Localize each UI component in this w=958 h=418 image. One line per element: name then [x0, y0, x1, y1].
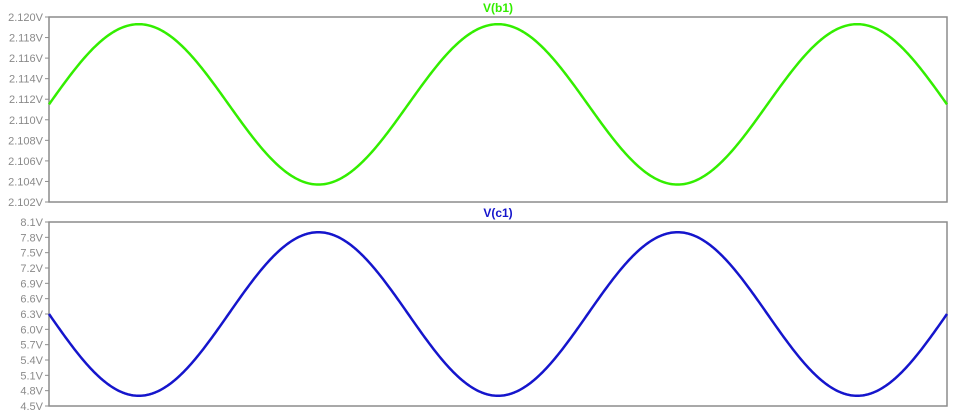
y-tick-label: 2.110V [9, 115, 44, 127]
trace-vb1[interactable] [49, 24, 947, 184]
y-tick-label: 4.8V [20, 386, 43, 398]
y-tick-label: 4.5V [20, 401, 43, 413]
y-tick-label: 7.2V [20, 263, 43, 275]
y-tick-label: 8.1V [20, 217, 43, 229]
y-axis-vc1: 8.1V 7.8V 7.5V 7.2V 6.9V 6.6V 6.3V 6.0V 5.7V 5.4V… [20, 217, 49, 413]
y-tick-label: 6.3V [20, 309, 43, 321]
y-tick-label: 2.120V [8, 12, 44, 24]
plot-frame-vc1 [49, 222, 947, 406]
plot-frame-vb1 [49, 17, 947, 202]
y-axis-vb1: 2.120V 2.118V 2.116V 2.114V 2.112V 2.110V 2.10… [8, 12, 49, 209]
plot-pane-vb1: V(b1) 2.120V 2.118V 2.116V 2.114V 2.112V 2.11… [8, 1, 947, 209]
y-tick-label: 2.108V [8, 135, 44, 147]
y-tick-label: 2.102V [8, 197, 44, 209]
y-tick-label: 5.7V [20, 340, 43, 352]
y-tick-label: 2.104V [8, 176, 44, 188]
y-tick-label: 7.8V [20, 232, 43, 244]
y-tick-label: 6.9V [20, 278, 43, 290]
y-tick-label: 7.5V [20, 248, 43, 260]
plot-pane-vc1: V(c1) 8.1V 7.8V 7.5V 7.2V 6.9V 6.6V 6.3V 6.0V 5.… [20, 206, 947, 413]
plot-title-vb1[interactable]: V(b1) [483, 1, 513, 15]
y-tick-label: 6.6V [20, 294, 43, 306]
y-tick-label: 5.1V [20, 370, 43, 382]
y-tick-label: 2.112V [9, 94, 44, 106]
trace-vc1[interactable] [49, 232, 947, 396]
y-tick-label: 5.4V [20, 355, 43, 367]
y-tick-label: 2.118V [9, 33, 44, 45]
y-tick-label: 2.114V [9, 74, 44, 86]
y-tick-label: 6.0V [20, 324, 43, 336]
plot-title-vc1[interactable]: V(c1) [483, 206, 512, 220]
y-tick-label: 2.106V [8, 156, 44, 168]
y-tick-label: 2.116V [9, 53, 44, 65]
